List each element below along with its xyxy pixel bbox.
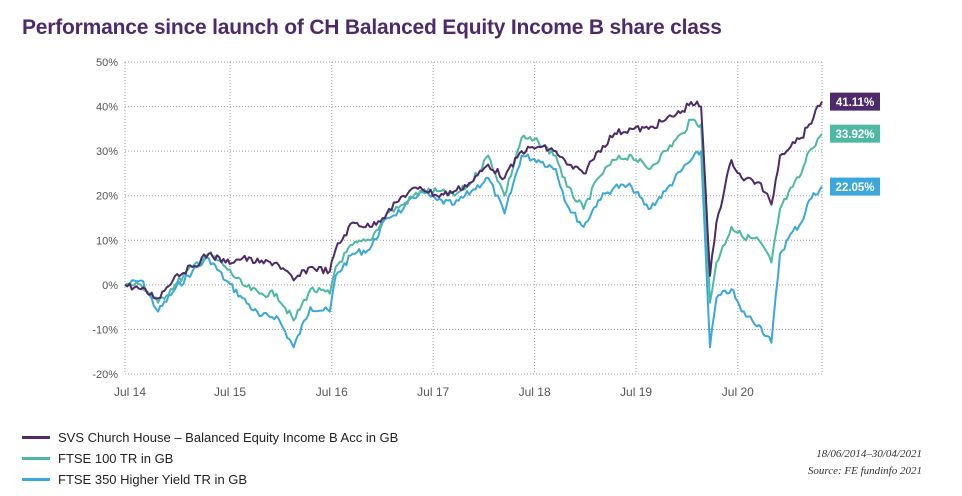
legend-item-ftse350: FTSE 350 Higher Yield TR in GB (22, 469, 398, 490)
y-tick-label: 20% (96, 191, 118, 203)
y-tick-label: 50% (96, 57, 118, 69)
end-label-box-0 (830, 92, 880, 111)
x-tick-label: Jul 18 (519, 385, 551, 399)
end-label-box-2 (830, 177, 880, 196)
x-tick-label: Jul 14 (114, 385, 146, 399)
legend: SVS Church House – Balanced Equity Incom… (22, 427, 398, 490)
end-label-box-1 (830, 124, 880, 143)
legend-label-fund: SVS Church House – Balanced Equity Incom… (58, 430, 399, 445)
y-tick-label: -10% (92, 324, 118, 336)
x-tick-label: Jul 20 (722, 385, 754, 399)
y-tick-label: 40% (96, 102, 118, 114)
y-tick-label: 30% (96, 146, 118, 158)
end-label-2: 22.05% (835, 182, 874, 194)
legend-swatch-ftse100 (22, 457, 50, 460)
x-tick-label: Jul 19 (620, 385, 652, 399)
date-range-note: 18/06/2014–30/04/2021 (816, 448, 922, 460)
legend-item-ftse100: FTSE 100 TR in GB (22, 448, 398, 469)
y-tick-label: 0% (102, 280, 118, 292)
series-line-2 (124, 150, 823, 349)
chart-title: Performance since launch of CH Balanced … (22, 16, 722, 39)
legend-label-ftse350: FTSE 350 Higher Yield TR in GB (58, 472, 248, 487)
x-tick-label: Jul 15 (214, 385, 246, 399)
y-tick-label: 10% (96, 235, 118, 247)
legend-swatch-fund (22, 436, 50, 439)
end-label-1: 33.92% (835, 129, 874, 141)
y-tick-label: -20% (92, 369, 118, 381)
legend-swatch-ftse350 (22, 478, 50, 481)
source-note: Source: FE fundinfo 2021 (807, 465, 922, 477)
x-tick-label: Jul 16 (316, 385, 348, 399)
series-line-0 (124, 100, 823, 300)
end-label-0: 41.11% (836, 97, 874, 109)
legend-item-fund: SVS Church House – Balanced Equity Incom… (22, 427, 398, 448)
legend-label-ftse100: FTSE 100 TR in GB (58, 451, 174, 466)
x-tick-label: Jul 17 (417, 385, 449, 399)
